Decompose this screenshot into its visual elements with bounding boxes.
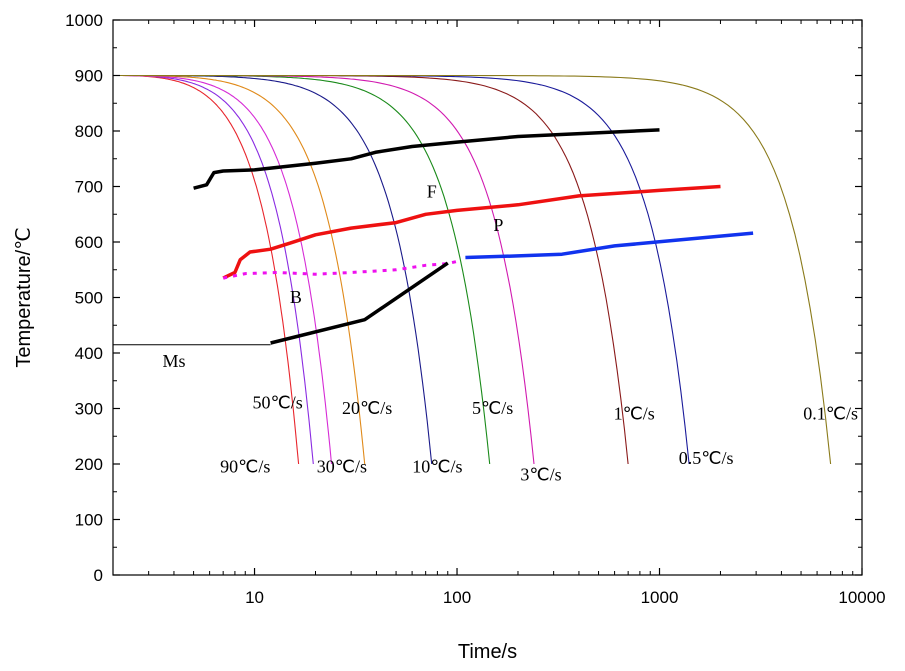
- x-axis-title: Time/s: [458, 641, 517, 663]
- annotation-label: 5℃/s: [472, 398, 513, 418]
- y-tick-label: 900: [75, 67, 103, 86]
- y-tick-label: 600: [75, 233, 103, 252]
- annotation-label: 50℃/s: [252, 393, 302, 413]
- x-tick-label: 10000: [838, 588, 885, 607]
- annotation-label: B: [290, 287, 302, 307]
- cooling-curves: [113, 74, 832, 465]
- annotation-label: 1℃/s: [614, 404, 655, 424]
- y-tick-label: 500: [75, 289, 103, 308]
- annotation-label: Ms: [162, 351, 185, 371]
- annotation-label: 10℃/s: [412, 456, 462, 476]
- annotation-label: 20℃/s: [342, 398, 392, 418]
- cooling-curve: [113, 74, 366, 465]
- transformation-lines: [113, 128, 754, 346]
- x-tick-label: 100: [443, 588, 471, 607]
- x-tick-label: 1000: [641, 588, 679, 607]
- annotations: F P B Ms 90℃/s 50℃/s 30℃/s 20℃/s 10℃/s 5℃/s 3℃/s 1℃…: [162, 182, 858, 485]
- plot-frame: [112, 19, 863, 576]
- y-tick-label: 800: [75, 122, 103, 141]
- annotation-label: P: [493, 215, 503, 235]
- x-tick-label: 10: [245, 588, 264, 607]
- bainite-finish-line: [270, 261, 449, 345]
- y-tick-label: 200: [75, 455, 103, 474]
- ferrite-start-line: [193, 128, 660, 190]
- pearlite-start-line: [222, 184, 721, 280]
- annotation-label: 0.1℃/s: [803, 404, 858, 424]
- axis-ticks: 0 100 200 300 400 500 600 700 800 900 1000 10 100 100…: [65, 11, 885, 607]
- y-tick-label: 400: [75, 344, 103, 363]
- y-tick-label: 100: [75, 511, 103, 530]
- annotation-label: 0.5℃/s: [679, 448, 734, 468]
- pearlite-finish-line: [465, 231, 754, 260]
- annotation-label: F: [427, 182, 437, 202]
- y-tick-label: 700: [75, 178, 103, 197]
- cooling-curve: [113, 74, 832, 465]
- annotation-label: 30℃/s: [317, 456, 367, 476]
- y-axis-title: Temperature/℃: [13, 227, 35, 367]
- annotation-label: 90℃/s: [220, 456, 270, 476]
- y-tick-label: 1000: [65, 11, 103, 30]
- y-tick-label: 300: [75, 400, 103, 419]
- bainite-start-line: [222, 259, 458, 280]
- annotation-label: 3℃/s: [520, 465, 561, 485]
- y-tick-label: 0: [94, 566, 103, 585]
- cooling-curve: [113, 74, 535, 465]
